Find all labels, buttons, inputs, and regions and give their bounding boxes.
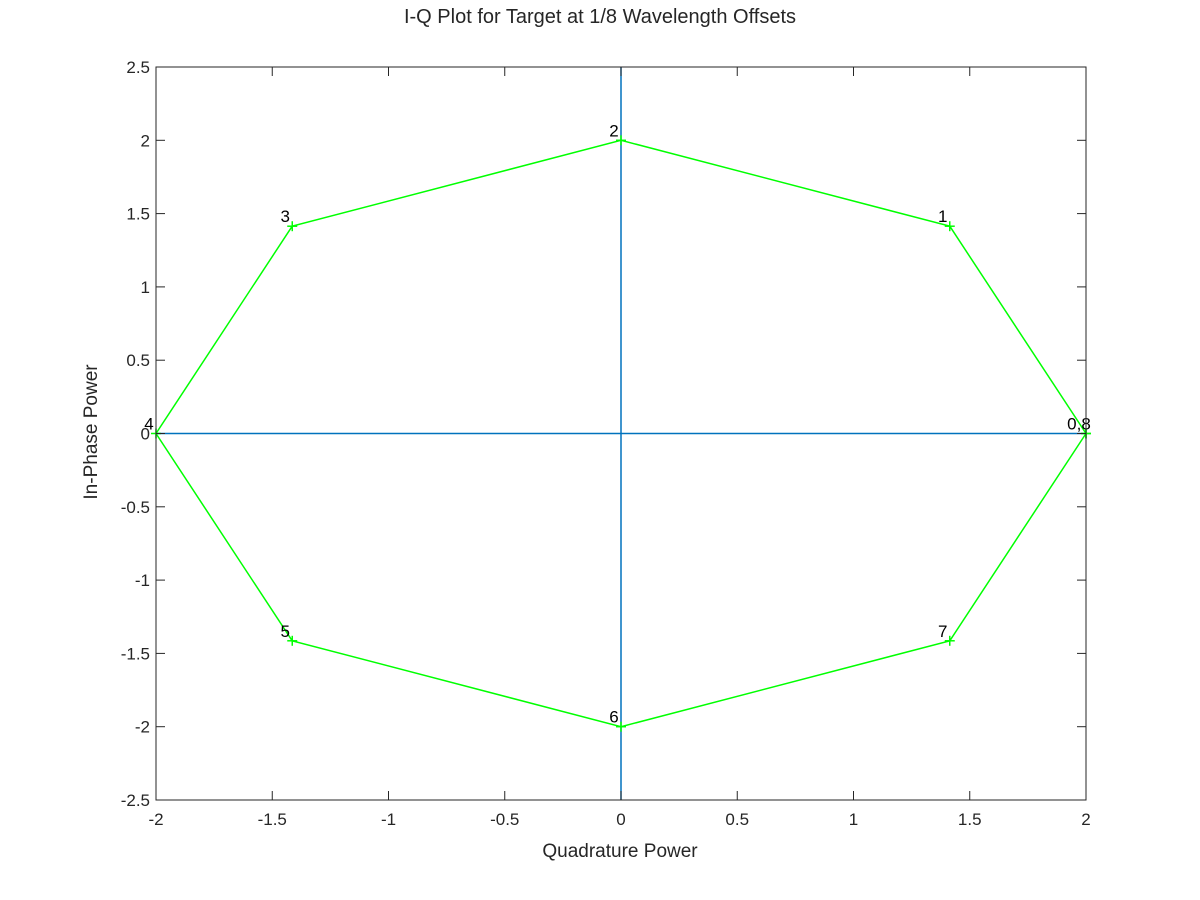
x-tick-label: 0: [616, 810, 625, 829]
y-tick-label: -1.5: [121, 644, 150, 663]
y-tick-label: 0: [141, 425, 150, 444]
y-tick-label: 1.5: [126, 205, 150, 224]
x-tick-label: 0.5: [725, 810, 749, 829]
ticks: -2 -1.5 -1 -0.5 0 0.5 1 1.5 2-2.5-2-1.5-1-0.500.…: [121, 58, 1091, 829]
point-label: 6: [609, 708, 618, 727]
y-tick-label: 2: [141, 131, 150, 150]
x-tick-label: -1.5: [258, 810, 287, 829]
x-tick-label: -1: [381, 810, 396, 829]
y-tick-label: 2.5: [126, 58, 150, 77]
y-tick-label: -1: [135, 571, 150, 590]
point-label: 7: [938, 622, 947, 641]
y-tick-label: -2: [135, 718, 150, 737]
data-point-marker: [287, 221, 298, 232]
point-label: 4: [144, 415, 153, 434]
data-point-marker: [944, 635, 955, 646]
data-point-marker: [287, 635, 298, 646]
point-label: 1: [938, 207, 947, 226]
point-label: 2: [609, 121, 618, 140]
data-point-marker: [944, 221, 955, 232]
x-tick-label: 1: [849, 810, 858, 829]
x-tick-label: 1.5: [958, 810, 982, 829]
x-tick-label: -2: [148, 810, 163, 829]
data-point-marker: [616, 135, 626, 146]
x-axis-label: Quadrature Power: [542, 841, 698, 862]
y-tick-label: 0.5: [126, 351, 150, 370]
y-axis-label: In-Phase Power: [81, 364, 102, 500]
y-tick-label: -2.5: [121, 791, 150, 810]
x-tick-label: -0.5: [490, 810, 519, 829]
point-labels: 0,8 1 2 3 4 5 6 7: [144, 121, 1091, 726]
data-point-marker: [616, 721, 626, 732]
point-label: 3: [281, 207, 290, 226]
point-label: 5: [281, 622, 290, 641]
chart-title: I-Q Plot for Target at 1/8 Wavelength Of…: [403, 6, 797, 28]
point-label: 0,8: [1067, 415, 1091, 434]
x-tick-label: 2: [1081, 810, 1090, 829]
y-tick-label: 1: [141, 278, 150, 297]
y-tick-label: -0.5: [121, 498, 150, 517]
axis-lines: [156, 67, 1086, 800]
